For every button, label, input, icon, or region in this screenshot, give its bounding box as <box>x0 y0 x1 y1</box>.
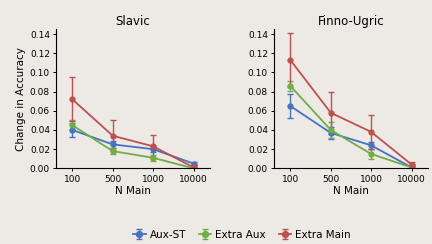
X-axis label: N Main: N Main <box>333 186 369 196</box>
Title: Finno-Ugric: Finno-Ugric <box>318 15 384 28</box>
Y-axis label: Change in Accuracy: Change in Accuracy <box>16 47 25 151</box>
Legend: Aux-ST, Extra Aux, Extra Main: Aux-ST, Extra Aux, Extra Main <box>129 225 355 244</box>
X-axis label: N Main: N Main <box>115 186 151 196</box>
Title: Slavic: Slavic <box>115 15 150 28</box>
